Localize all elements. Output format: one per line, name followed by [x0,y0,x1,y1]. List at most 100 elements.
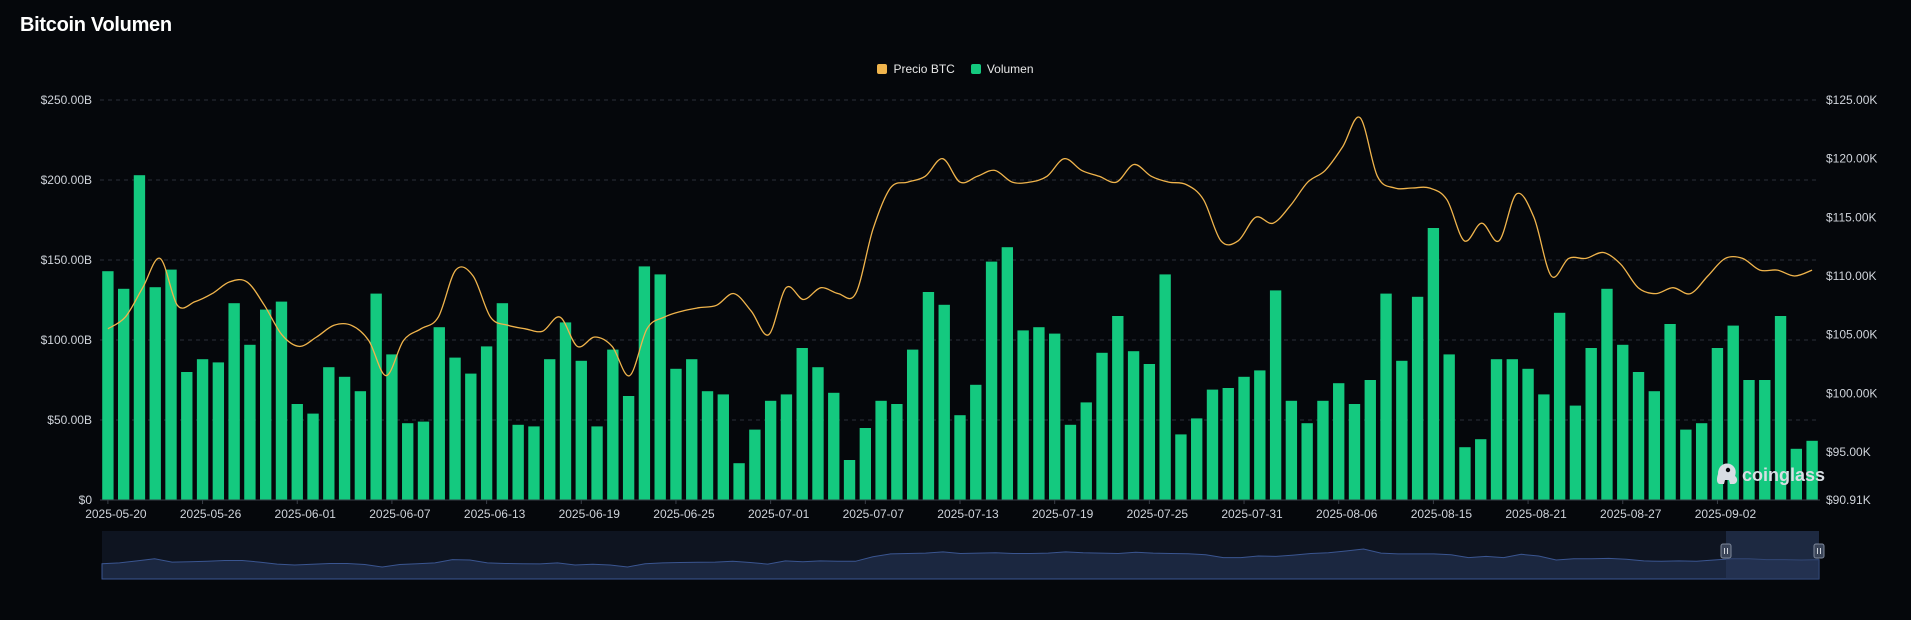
volume-bar[interactable] [796,348,808,500]
volume-bar[interactable] [1711,348,1724,500]
volume-bar[interactable] [1049,333,1061,500]
volume-bar[interactable] [780,394,793,500]
volume-bar[interactable] [449,357,461,500]
volume-bar[interactable] [165,269,177,500]
volume-bar[interactable] [1285,400,1298,500]
volume-bar[interactable] [922,292,935,500]
volume-bar[interactable] [1774,316,1787,500]
volume-bar[interactable] [1112,316,1124,500]
volume-bar[interactable] [985,261,998,500]
volume-bar[interactable] [181,372,193,500]
navigator-handle-left[interactable] [1720,543,1732,559]
volume-bar[interactable] [1680,429,1692,500]
volume-bar[interactable] [1475,439,1487,500]
volume-bar[interactable] [1648,391,1660,500]
volume-bar[interactable] [1159,274,1171,500]
volume-bar[interactable] [275,301,288,500]
volume-bar[interactable] [1269,290,1282,500]
volume-bar[interactable] [1443,354,1455,500]
volume-bar[interactable] [1743,380,1755,500]
volume-bar[interactable] [528,426,540,500]
volume-bar[interactable] [938,304,950,500]
volume-bar[interactable] [1033,327,1045,500]
volume-bar[interactable] [1001,247,1014,500]
volume-bar[interactable] [1695,423,1708,500]
volume-bar[interactable] [102,271,114,500]
volume-bar[interactable] [1317,400,1329,500]
volume-bar[interactable] [812,367,824,500]
volume-bar[interactable] [1790,448,1803,500]
volume-bar[interactable] [686,359,698,500]
volume-bar[interactable] [828,392,840,500]
volume-bar[interactable] [749,429,761,500]
volume-bar[interactable] [228,303,240,500]
volume-bar[interactable] [1301,423,1313,500]
volume-bar[interactable] [733,463,745,500]
volume-bar[interactable] [843,460,856,500]
legend-item-precio-btc[interactable]: Precio BTC [877,62,955,76]
volume-bar[interactable] [701,391,714,500]
volume-bar[interactable] [512,424,524,500]
volume-bar[interactable] [1411,296,1424,500]
volume-bar[interactable] [1522,368,1534,500]
volume-bar[interactable] [1143,364,1156,500]
volume-bar[interactable] [1759,380,1771,500]
volume-bar[interactable] [496,303,509,500]
volume-bar[interactable] [670,368,682,500]
volume-bar[interactable] [859,428,871,500]
volume-bar[interactable] [1601,288,1613,500]
volume-bar[interactable] [338,376,351,500]
volume-bar[interactable] [1191,418,1203,500]
volume-bar[interactable] [1017,330,1029,500]
volume-bar[interactable] [575,360,587,500]
volume-bar[interactable] [1727,325,1739,500]
navigator-handle-right[interactable] [1813,543,1825,559]
volume-bar[interactable] [1585,348,1597,500]
volume-bar[interactable] [480,346,493,500]
volume-bar[interactable] [417,421,430,500]
volume-bar[interactable] [875,400,887,500]
volume-bar[interactable] [1206,389,1219,500]
volume-bar[interactable] [1617,344,1629,500]
volume-bar[interactable] [433,327,445,500]
volume-bar[interactable] [544,359,556,500]
volume-bar[interactable] [970,384,982,500]
volume-bar[interactable] [244,344,256,500]
volume-bar[interactable] [607,349,619,500]
volume-bar[interactable] [559,322,572,500]
volume-bar[interactable] [323,367,335,500]
legend-item-volumen[interactable]: Volumen [970,62,1034,76]
volume-bar[interactable] [1096,352,1108,500]
volume-bar[interactable] [1364,380,1376,500]
volume-bar[interactable] [212,362,225,500]
volume-bar[interactable] [1380,293,1392,500]
volume-bar[interactable] [591,426,603,500]
volume-bar[interactable] [638,266,651,500]
volume-bar[interactable] [1238,376,1250,500]
volume-bar[interactable] [1506,359,1518,500]
volume-bar[interactable] [1127,351,1140,500]
volume-bar[interactable] [1064,424,1077,500]
volume-bar[interactable] [149,287,161,500]
volume-bar[interactable] [465,373,477,500]
volume-bar[interactable] [764,400,777,500]
volume-bar[interactable] [402,423,414,500]
volume-bar[interactable] [291,404,303,500]
volume-bar[interactable] [1632,372,1645,500]
volume-bar[interactable] [954,415,966,500]
volume-bar[interactable] [891,404,903,500]
volume-bar[interactable] [1664,324,1676,500]
volume-bar[interactable] [370,293,382,500]
volume-bar[interactable] [1333,383,1345,500]
volume-bar[interactable] [1348,404,1361,500]
volume-bar[interactable] [906,349,919,500]
volume-bar[interactable] [354,391,367,500]
volume-bar[interactable] [1254,370,1266,500]
volume-bar[interactable] [386,354,398,500]
volume-bar[interactable] [1490,359,1503,500]
volume-bar[interactable] [117,288,130,500]
volume-bar[interactable] [654,274,666,500]
volume-bar[interactable] [1175,434,1187,500]
volume-bar[interactable] [260,309,272,500]
navigator-selection[interactable] [1726,531,1819,579]
